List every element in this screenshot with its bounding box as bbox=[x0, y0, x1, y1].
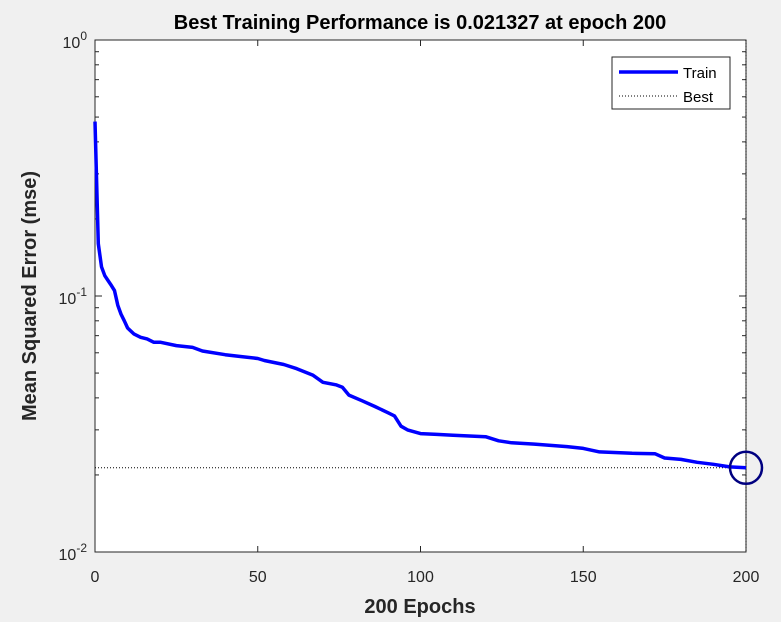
chart-title: Best Training Performance is 0.021327 at… bbox=[174, 12, 666, 34]
x-tick-label: 200 bbox=[733, 569, 760, 586]
y-axis-label: Mean Squared Error (mse) bbox=[19, 171, 41, 421]
best-point-marker bbox=[728, 450, 764, 486]
x-tick-label: 0 bbox=[91, 569, 100, 586]
legend-label-best: Best bbox=[683, 89, 714, 106]
legend-label-train: Train bbox=[683, 65, 717, 82]
legend: Train Best bbox=[611, 56, 731, 110]
y-tick-label: 10-1 bbox=[59, 285, 88, 308]
y-tick-label: 10-2 bbox=[59, 541, 88, 564]
legend-box bbox=[611, 56, 731, 110]
y-tick-label: 100 bbox=[63, 29, 88, 52]
series-line-train bbox=[93, 121, 747, 470]
plot-area bbox=[94, 39, 747, 553]
x-tick-label: 150 bbox=[570, 569, 597, 586]
x-tick-label: 50 bbox=[249, 569, 267, 586]
x-axis-label: 200 Epochs bbox=[364, 596, 475, 618]
x-tick-label: 100 bbox=[407, 569, 434, 586]
axis-ticks: 0 50 100 150 200 100 10-1 10-2 bbox=[59, 29, 760, 586]
